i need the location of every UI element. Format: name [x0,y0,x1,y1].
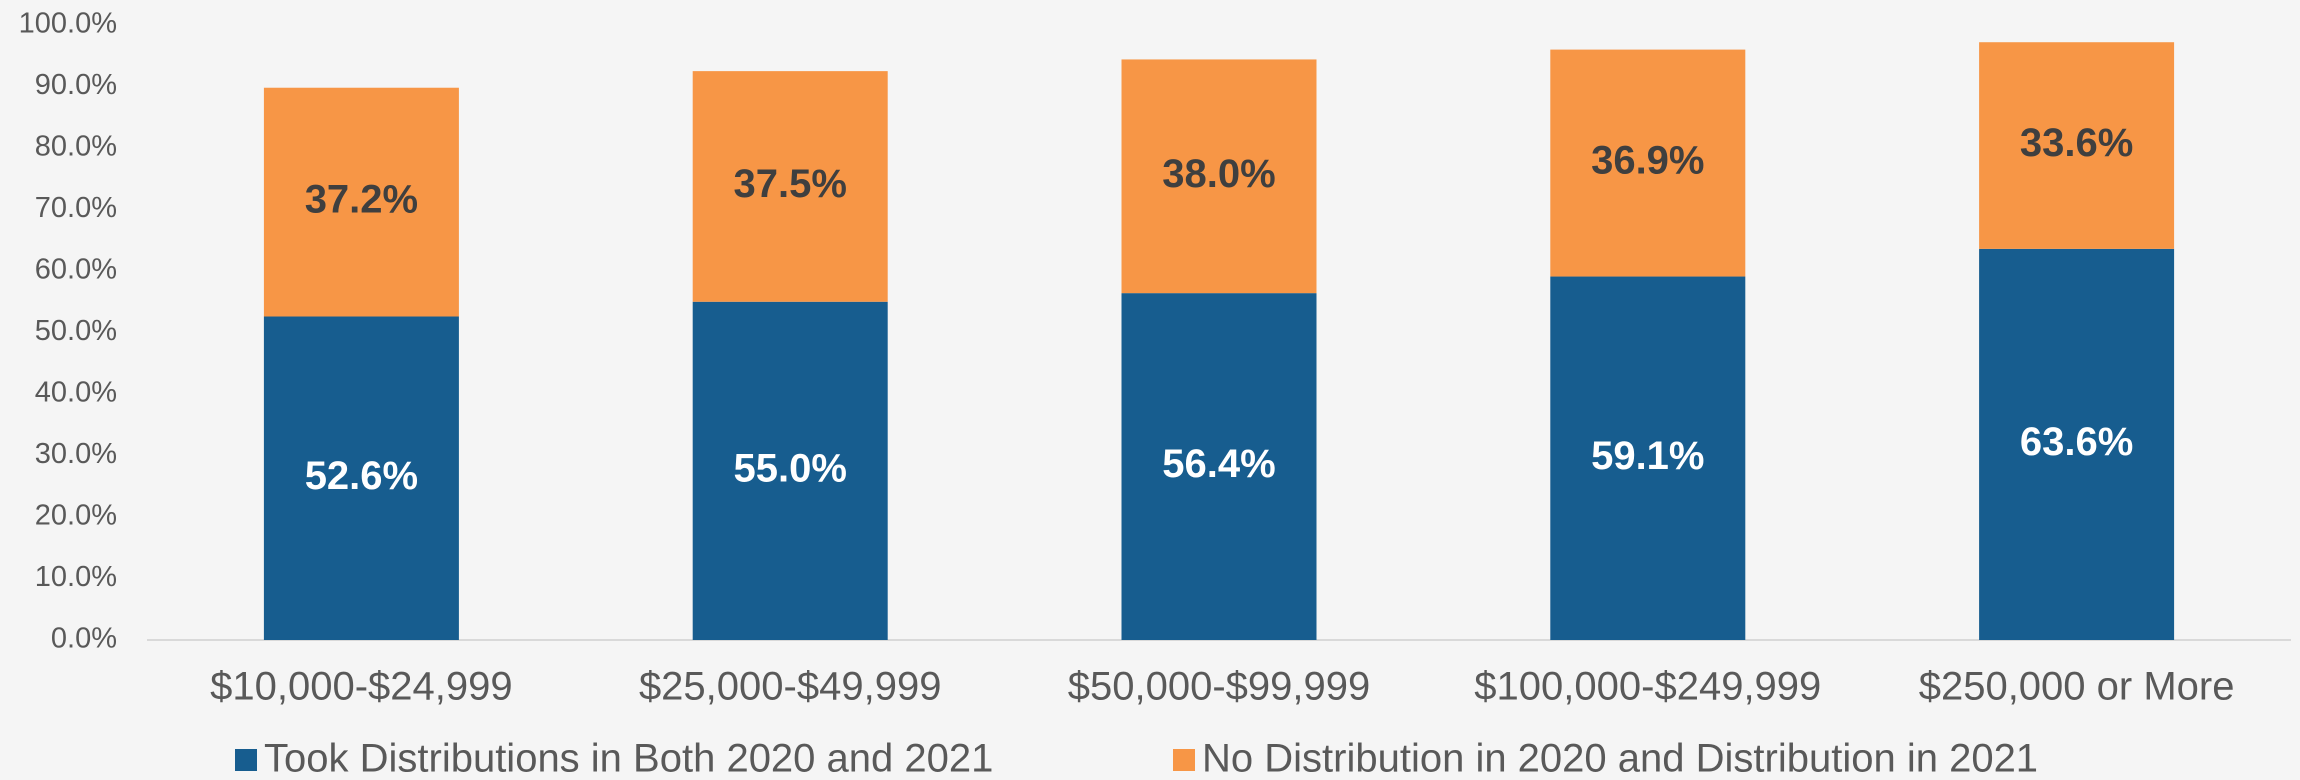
y-tick-label: 10.0% [35,561,117,593]
bar-segment [1550,49,1746,277]
data-label: 36.9% [1591,139,1704,183]
bar-segment [263,87,459,317]
bar-segment [1121,293,1317,640]
data-label: 55.0% [733,446,846,490]
y-tick-label: 70.0% [35,192,117,224]
data-label: 59.1% [1591,434,1704,478]
data-label: 38.0% [1162,152,1275,196]
y-tick-label: 90.0% [35,69,117,101]
x-tick-label: $25,000-$49,999 [639,665,942,709]
data-label: 37.2% [305,178,418,222]
y-tick-label: 30.0% [35,438,117,470]
bar-segment [1979,42,2175,249]
y-tick-label: 40.0% [35,377,117,409]
legend-label: Took Distributions in Both 2020 and 2021 [264,737,993,780]
y-tick-label: 0.0% [51,623,117,655]
legend-swatch [1173,749,1195,771]
data-label: 33.6% [2020,121,2133,165]
y-tick-label: 50.0% [35,315,117,347]
bar-segment [263,316,459,640]
bar-segment [692,301,888,640]
y-tick-label: 20.0% [35,500,117,532]
data-label: 37.5% [733,162,846,206]
x-tick-label: $50,000-$99,999 [1068,665,1371,709]
data-label: 63.6% [2020,420,2133,464]
x-tick-label: $100,000-$249,999 [1474,665,1821,709]
x-tick-label: $10,000-$24,999 [210,665,513,709]
bar-segment [1979,248,2175,641]
y-tick-label: 60.0% [35,254,117,286]
bar-segment [1121,59,1317,294]
y-tick-label: 80.0% [35,131,117,163]
bar-segment [692,71,888,302]
x-tick-label: $250,000 or More [1919,665,2235,709]
data-label: 52.6% [305,454,418,498]
legend-label: No Distribution in 2020 and Distribution… [1202,737,2038,780]
legend-swatch [235,749,257,771]
bar-segment [1550,276,1746,640]
y-tick-label: 100.0% [19,8,117,40]
data-label: 56.4% [1162,442,1275,486]
